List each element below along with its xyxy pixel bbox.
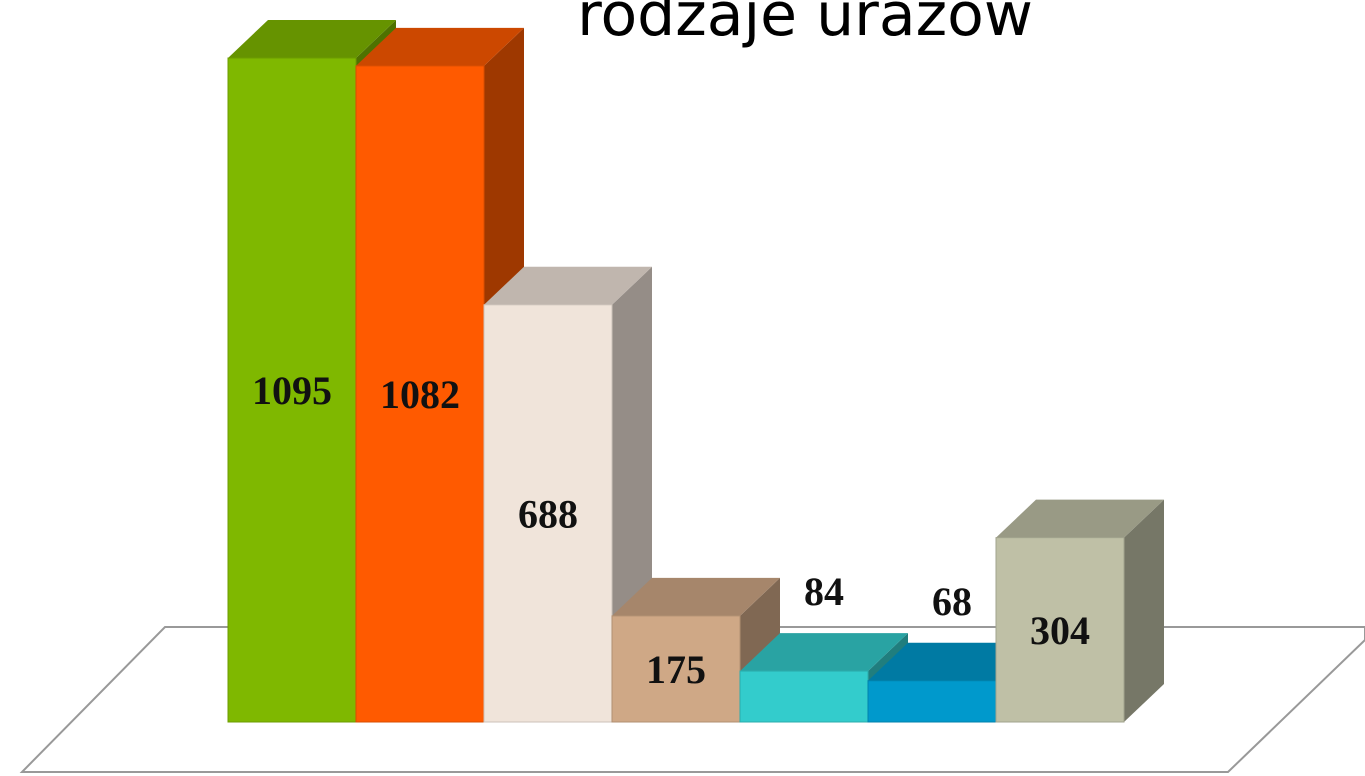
value-label: 68 — [932, 579, 972, 624]
bar-top — [612, 577, 780, 616]
value-label: 84 — [804, 569, 844, 614]
bar — [739, 670, 869, 723]
bar — [611, 615, 741, 723]
bar-top — [740, 633, 908, 672]
bar — [867, 680, 997, 723]
bar — [483, 304, 613, 723]
bar-top — [356, 27, 524, 66]
chart-title: rodzaje urazów — [577, 0, 1033, 50]
bar-top — [484, 266, 652, 305]
bar — [227, 57, 357, 723]
bar-top — [996, 499, 1164, 538]
bar-top — [868, 642, 1036, 681]
bar — [355, 65, 485, 723]
value-label: 1082 — [380, 372, 460, 417]
value-label: 175 — [646, 647, 706, 692]
value-label: 304 — [1030, 608, 1090, 653]
value-label: 1095 — [252, 368, 332, 413]
value-label: 688 — [518, 491, 578, 536]
bar-top — [228, 20, 396, 58]
bar — [995, 537, 1125, 723]
bar-side — [1124, 499, 1164, 722]
